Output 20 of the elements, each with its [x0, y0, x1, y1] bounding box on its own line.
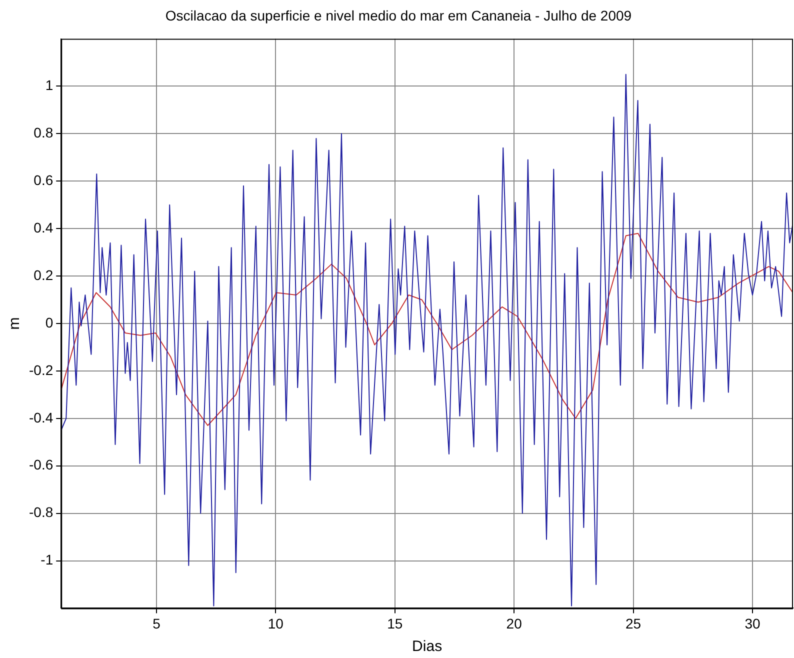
x-tick-label: 30	[744, 615, 760, 632]
x-tick-label: 25	[625, 615, 642, 632]
x-axis-title: Dias	[412, 638, 442, 656]
y-tick-label: 0.4	[34, 219, 54, 236]
y-tick-label: 1	[45, 77, 54, 94]
y-tick-label: -0.4	[29, 409, 54, 426]
y-tick-label: -1	[40, 552, 54, 568]
x-tick-label: 15	[387, 615, 403, 632]
x-tick-label: 5	[152, 615, 161, 632]
y-tick-label: -0.6	[29, 456, 54, 473]
x-tick-label: 10	[268, 615, 284, 632]
y-tick-label: 0.6	[34, 172, 54, 188]
y-axis-title: m	[6, 317, 24, 330]
x-tick-label: 20	[506, 615, 522, 632]
y-tick-label: -0.2	[29, 362, 54, 378]
y-tick-label: -0.8	[29, 504, 54, 520]
y-tick-label: 0.2	[34, 266, 54, 283]
chart-title: Oscilacao da superficie e nivel medio do mar em Cananeia - Julho de 2009	[165, 7, 632, 24]
y-tick-label: 0.8	[34, 124, 54, 141]
y-tick-label: 0	[45, 314, 54, 330]
